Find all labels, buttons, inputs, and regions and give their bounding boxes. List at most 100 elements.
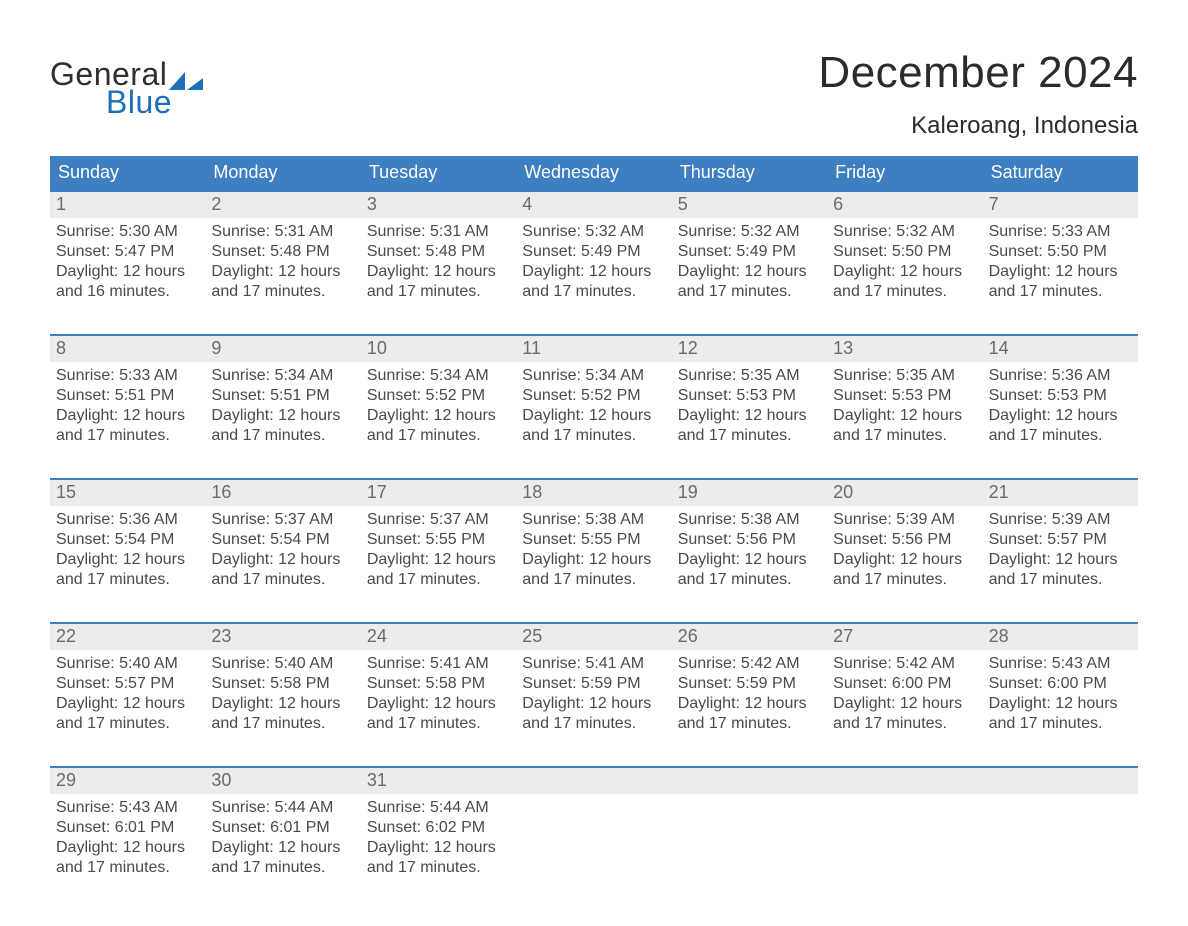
daylight-line-1: Daylight: 12 hours [56, 406, 199, 426]
daylight-line-1: Daylight: 12 hours [367, 262, 510, 282]
calendar-day-empty [672, 768, 827, 886]
sunset-line: Sunset: 6:01 PM [211, 818, 354, 838]
sunset-line: Sunset: 5:50 PM [833, 242, 976, 262]
brand-logo-text-2: Blue [106, 86, 205, 118]
daylight-line-2: and 17 minutes. [367, 858, 510, 878]
day-body: Sunrise: 5:44 AMSunset: 6:02 PMDaylight:… [361, 794, 516, 878]
daylight-line-2: and 17 minutes. [211, 714, 354, 734]
calendar-day-empty [516, 768, 671, 886]
daylight-line-1: Daylight: 12 hours [56, 694, 199, 714]
daylight-line-1: Daylight: 12 hours [367, 406, 510, 426]
day-number [672, 768, 827, 794]
calendar-week: 29Sunrise: 5:43 AMSunset: 6:01 PMDayligh… [50, 766, 1138, 886]
calendar-day: 16Sunrise: 5:37 AMSunset: 5:54 PMDayligh… [205, 480, 360, 598]
sunset-line: Sunset: 5:53 PM [678, 386, 821, 406]
sunrise-line: Sunrise: 5:32 AM [678, 222, 821, 242]
daylight-line-1: Daylight: 12 hours [211, 550, 354, 570]
calendar-day: 12Sunrise: 5:35 AMSunset: 5:53 PMDayligh… [672, 336, 827, 454]
day-body: Sunrise: 5:39 AMSunset: 5:56 PMDaylight:… [827, 506, 982, 590]
daylight-line-1: Daylight: 12 hours [989, 694, 1132, 714]
daylight-line-1: Daylight: 12 hours [678, 550, 821, 570]
sunrise-line: Sunrise: 5:34 AM [211, 366, 354, 386]
sunrise-line: Sunrise: 5:33 AM [989, 222, 1132, 242]
daylight-line-1: Daylight: 12 hours [367, 838, 510, 858]
daylight-line-2: and 17 minutes. [211, 282, 354, 302]
daylight-line-2: and 17 minutes. [989, 714, 1132, 734]
daylight-line-2: and 17 minutes. [56, 426, 199, 446]
daylight-line-2: and 17 minutes. [522, 570, 665, 590]
day-body: Sunrise: 5:34 AMSunset: 5:52 PMDaylight:… [361, 362, 516, 446]
day-number: 8 [50, 336, 205, 362]
daylight-line-1: Daylight: 12 hours [522, 262, 665, 282]
day-body: Sunrise: 5:31 AMSunset: 5:48 PMDaylight:… [205, 218, 360, 302]
day-number: 11 [516, 336, 671, 362]
calendar-day: 27Sunrise: 5:42 AMSunset: 6:00 PMDayligh… [827, 624, 982, 742]
day-number: 22 [50, 624, 205, 650]
daylight-line-2: and 17 minutes. [989, 570, 1132, 590]
day-number: 18 [516, 480, 671, 506]
calendar-day: 2Sunrise: 5:31 AMSunset: 5:48 PMDaylight… [205, 192, 360, 310]
daylight-line-2: and 17 minutes. [833, 282, 976, 302]
day-body: Sunrise: 5:37 AMSunset: 5:55 PMDaylight:… [361, 506, 516, 590]
sunset-line: Sunset: 5:52 PM [367, 386, 510, 406]
sunrise-line: Sunrise: 5:44 AM [367, 798, 510, 818]
day-body: Sunrise: 5:37 AMSunset: 5:54 PMDaylight:… [205, 506, 360, 590]
day-number: 7 [983, 192, 1138, 218]
calendar-day: 21Sunrise: 5:39 AMSunset: 5:57 PMDayligh… [983, 480, 1138, 598]
day-body: Sunrise: 5:42 AMSunset: 6:00 PMDaylight:… [827, 650, 982, 734]
weekday-header: Sunday [50, 156, 205, 190]
day-body: Sunrise: 5:38 AMSunset: 5:55 PMDaylight:… [516, 506, 671, 590]
sunrise-line: Sunrise: 5:42 AM [833, 654, 976, 674]
day-number [827, 768, 982, 794]
brand-logo: General Blue [50, 40, 205, 118]
day-body: Sunrise: 5:41 AMSunset: 5:58 PMDaylight:… [361, 650, 516, 734]
sunrise-line: Sunrise: 5:40 AM [56, 654, 199, 674]
weekday-header: Tuesday [361, 156, 516, 190]
page-subtitle: Kaleroang, Indonesia [818, 112, 1138, 140]
calendar-day: 6Sunrise: 5:32 AMSunset: 5:50 PMDaylight… [827, 192, 982, 310]
sunset-line: Sunset: 5:55 PM [367, 530, 510, 550]
calendar-day: 26Sunrise: 5:42 AMSunset: 5:59 PMDayligh… [672, 624, 827, 742]
daylight-line-1: Daylight: 12 hours [56, 838, 199, 858]
calendar-day: 19Sunrise: 5:38 AMSunset: 5:56 PMDayligh… [672, 480, 827, 598]
calendar-day: 10Sunrise: 5:34 AMSunset: 5:52 PMDayligh… [361, 336, 516, 454]
day-number: 21 [983, 480, 1138, 506]
daylight-line-2: and 17 minutes. [678, 570, 821, 590]
daylight-line-1: Daylight: 12 hours [833, 262, 976, 282]
day-number: 10 [361, 336, 516, 362]
daylight-line-1: Daylight: 12 hours [833, 550, 976, 570]
sunrise-line: Sunrise: 5:44 AM [211, 798, 354, 818]
day-body: Sunrise: 5:41 AMSunset: 5:59 PMDaylight:… [516, 650, 671, 734]
calendar-day: 17Sunrise: 5:37 AMSunset: 5:55 PMDayligh… [361, 480, 516, 598]
day-number [516, 768, 671, 794]
day-number: 12 [672, 336, 827, 362]
sunset-line: Sunset: 5:51 PM [211, 386, 354, 406]
daylight-line-1: Daylight: 12 hours [522, 406, 665, 426]
day-body: Sunrise: 5:44 AMSunset: 6:01 PMDaylight:… [205, 794, 360, 878]
calendar-day: 15Sunrise: 5:36 AMSunset: 5:54 PMDayligh… [50, 480, 205, 598]
day-number: 29 [50, 768, 205, 794]
sunset-line: Sunset: 5:59 PM [678, 674, 821, 694]
calendar-day: 5Sunrise: 5:32 AMSunset: 5:49 PMDaylight… [672, 192, 827, 310]
daylight-line-1: Daylight: 12 hours [522, 550, 665, 570]
sunset-line: Sunset: 5:54 PM [56, 530, 199, 550]
sunset-line: Sunset: 5:51 PM [56, 386, 199, 406]
calendar-day: 24Sunrise: 5:41 AMSunset: 5:58 PMDayligh… [361, 624, 516, 742]
sunset-line: Sunset: 5:53 PM [989, 386, 1132, 406]
day-number: 1 [50, 192, 205, 218]
calendar-day: 8Sunrise: 5:33 AMSunset: 5:51 PMDaylight… [50, 336, 205, 454]
daylight-line-2: and 17 minutes. [56, 570, 199, 590]
sunset-line: Sunset: 5:48 PM [211, 242, 354, 262]
calendar-day: 30Sunrise: 5:44 AMSunset: 6:01 PMDayligh… [205, 768, 360, 886]
sunrise-line: Sunrise: 5:32 AM [833, 222, 976, 242]
calendar-day: 29Sunrise: 5:43 AMSunset: 6:01 PMDayligh… [50, 768, 205, 886]
daylight-line-1: Daylight: 12 hours [678, 406, 821, 426]
sunrise-line: Sunrise: 5:30 AM [56, 222, 199, 242]
daylight-line-1: Daylight: 12 hours [367, 694, 510, 714]
sunset-line: Sunset: 6:02 PM [367, 818, 510, 838]
sunrise-line: Sunrise: 5:37 AM [367, 510, 510, 530]
day-number: 14 [983, 336, 1138, 362]
calendar-week: 8Sunrise: 5:33 AMSunset: 5:51 PMDaylight… [50, 334, 1138, 454]
sunrise-line: Sunrise: 5:40 AM [211, 654, 354, 674]
sunrise-line: Sunrise: 5:38 AM [522, 510, 665, 530]
